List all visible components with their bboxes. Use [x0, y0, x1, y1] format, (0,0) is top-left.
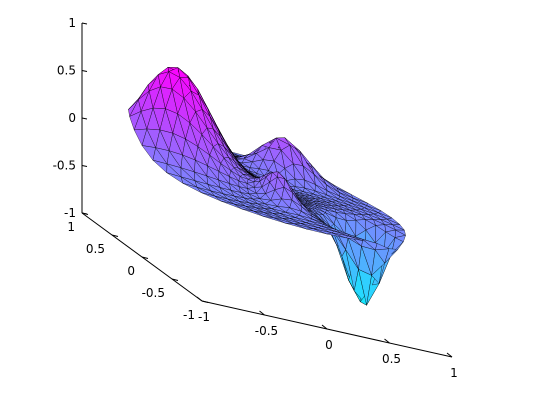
x-tick-label: -0.5 — [255, 324, 278, 338]
z-tick-label: 0 — [68, 111, 76, 125]
y-tick-mark — [111, 234, 119, 237]
z-tick-mark — [81, 22, 88, 25]
mesh-surface — [128, 67, 406, 306]
z-tick-label: -1 — [64, 206, 76, 220]
z-tick-label: 0.5 — [57, 64, 76, 78]
y-tick-label: -0.5 — [142, 286, 165, 300]
z-tick-mark — [81, 165, 88, 167]
y-tick-mark — [171, 278, 179, 281]
z-tick-label: 1 — [68, 16, 76, 30]
mesh-triangle — [375, 243, 390, 251]
y-tick-label: 0.5 — [86, 242, 105, 256]
x-tick-label: -1 — [198, 310, 210, 324]
z-tick-mark — [81, 70, 88, 72]
x-tick-mark — [259, 310, 265, 316]
y-tick-mark — [201, 300, 209, 303]
y-tick-label: 1 — [67, 220, 75, 234]
mesh-triangle — [384, 248, 398, 264]
tick-labels: 10.50-0.5-110.50-0.5-1 -1-0.500.51 — [53, 16, 458, 380]
y-tick-mark — [141, 256, 149, 259]
x-tick-label: 0 — [325, 338, 333, 352]
z-tick-label: -0.5 — [53, 159, 76, 173]
x-tick-mark — [446, 352, 453, 358]
x-tick-mark — [384, 338, 390, 344]
x-tick-mark — [321, 324, 328, 330]
mesh-triangle — [394, 235, 406, 242]
z-tick-mark — [81, 117, 88, 120]
axes-box — [81, 22, 453, 358]
mesh-triangle — [395, 229, 406, 236]
mesh-triangle — [391, 241, 404, 255]
x-tick-mark — [196, 296, 203, 302]
y-tick-label: 0 — [127, 264, 135, 278]
y-tick-mark — [81, 212, 89, 215]
x-tick-label: 0.5 — [382, 352, 401, 366]
y-tick-label: -1 — [183, 308, 195, 322]
x-tick-label: 1 — [450, 366, 458, 380]
